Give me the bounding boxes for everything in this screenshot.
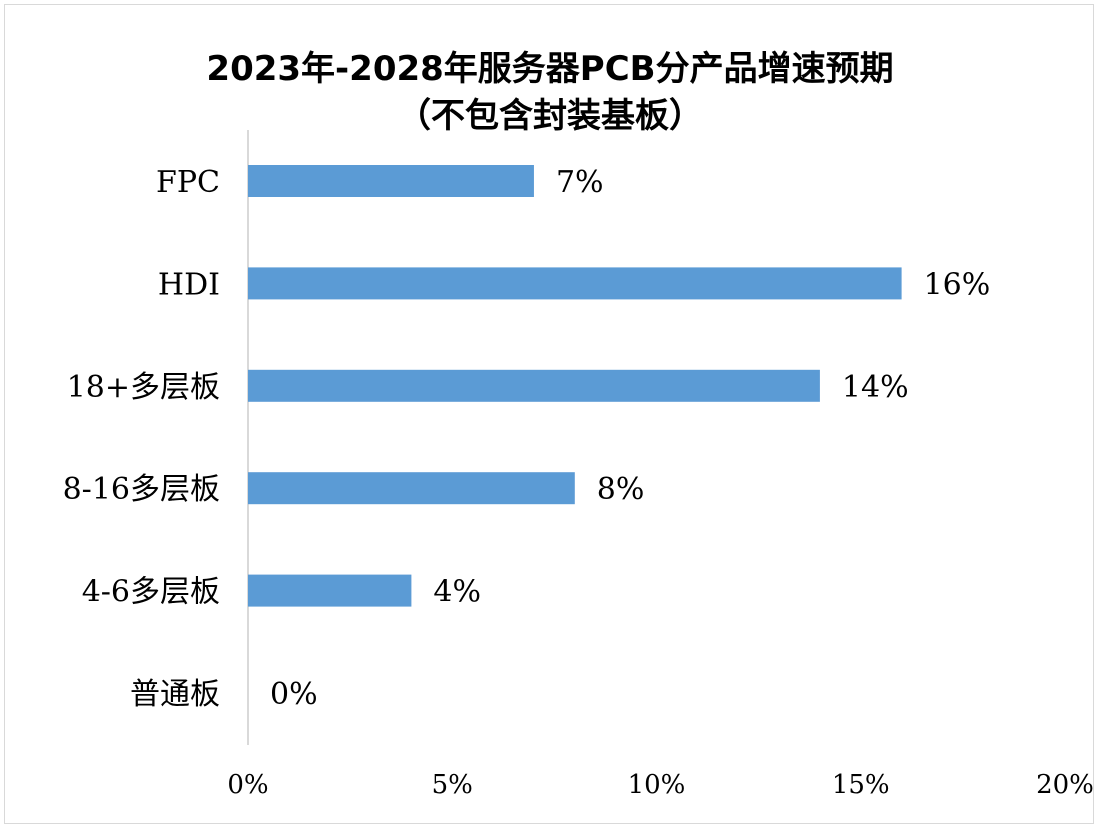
bars-group: FPC 7% HDI 16% 18+多层板 14% 8-16多层板 8% 4-6多层板 4% 普通板… (63, 165, 1094, 800)
chart-subtitle: （不包含封装基板） (397, 96, 703, 136)
data-label: 7% (556, 165, 604, 200)
data-label: 4% (433, 575, 481, 610)
bar (248, 369, 820, 402)
x-tick-label: 0% (227, 770, 268, 800)
bar (248, 165, 534, 197)
category-label: 普通板 (130, 677, 220, 712)
x-tick-label: 5% (432, 770, 473, 800)
x-tick-label: 10% (628, 770, 686, 800)
data-label: 8% (597, 472, 645, 507)
category-label: 4-6多层板 (82, 575, 220, 610)
category-label: HDI (158, 267, 220, 302)
x-tick-label: 20% (1036, 770, 1094, 800)
bar (248, 267, 902, 300)
data-label: 16% (924, 267, 991, 302)
x-tick-label: 15% (832, 770, 890, 800)
category-label: 18+多层板 (67, 370, 220, 405)
category-label: FPC (156, 165, 220, 200)
data-label: 0% (270, 677, 318, 712)
bar (248, 574, 412, 607)
chart-title: 2023年-2028年服务器PCB分产品增速预期 (206, 49, 893, 89)
category-label: 8-16多层板 (63, 472, 220, 507)
chart-frame (4, 4, 1094, 824)
data-label: 14% (842, 370, 909, 405)
bar (248, 472, 575, 505)
